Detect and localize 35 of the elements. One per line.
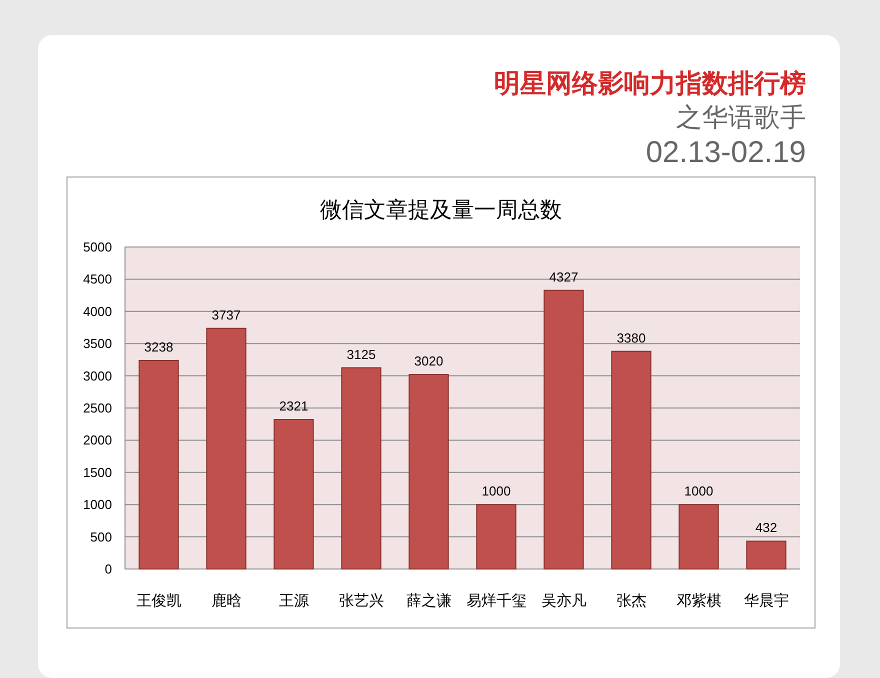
y-tick-label: 0 xyxy=(104,562,112,576)
x-tick-label: 吴亦凡 xyxy=(541,592,586,610)
data-label: 1000 xyxy=(482,484,511,499)
annotation: 明星网络影响力指数排行榜 xyxy=(494,68,806,98)
x-tick-label: 邓紫棋 xyxy=(676,592,722,610)
data-label: 3238 xyxy=(144,339,174,354)
data-label: 2321 xyxy=(279,398,308,414)
data-label: 432 xyxy=(755,520,778,536)
title: 微信文章提及量一周总数 xyxy=(320,197,562,222)
x-tick-label: 王源 xyxy=(278,592,309,610)
data-label: 3125 xyxy=(346,346,376,362)
y-tick-label: 3500 xyxy=(83,336,112,352)
y-tick-label: 2000 xyxy=(83,432,112,448)
x-tick-label: 易烊千玺 xyxy=(466,592,526,610)
y-tick-label: 500 xyxy=(90,529,112,544)
annotation: 之华语歌手 xyxy=(676,102,806,132)
y-tick-label: 1000 xyxy=(83,497,112,512)
data-label: 3737 xyxy=(212,307,241,322)
x-tick-label: 张杰 xyxy=(616,592,646,610)
data-label: 1000 xyxy=(684,484,714,499)
data-label: 3380 xyxy=(616,330,646,346)
y-tick-label: 4000 xyxy=(83,304,112,319)
x-tick-label: 薛之谦 xyxy=(406,592,452,610)
x-tick-label: 王俊凯 xyxy=(136,592,182,610)
x-tick-label: 华晨宇 xyxy=(744,592,789,610)
y-tick-label: 1500 xyxy=(83,464,112,480)
annotation: 02.13-02.19 xyxy=(646,136,806,169)
y-tick-label: 3000 xyxy=(83,368,112,384)
y-tick-label: 2500 xyxy=(83,400,112,416)
data-label: 3020 xyxy=(414,354,444,369)
x-tick-label: 鹿晗 xyxy=(211,592,242,610)
y-tick-label: 4500 xyxy=(83,272,112,287)
y-tick-label: 5000 xyxy=(83,240,112,254)
data-label: 4327 xyxy=(549,269,578,284)
x-tick-label: 张艺兴 xyxy=(338,592,384,610)
